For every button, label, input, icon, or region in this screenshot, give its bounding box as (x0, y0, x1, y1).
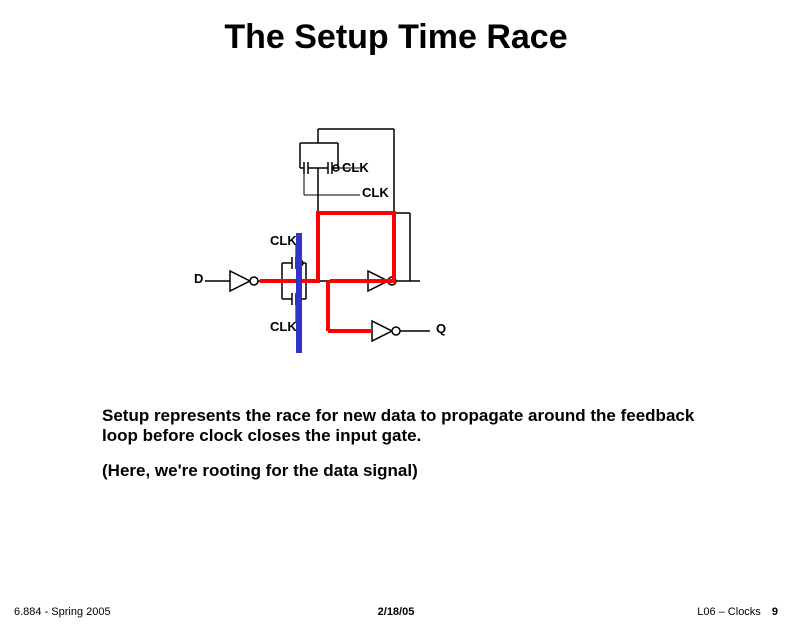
label-clk-left-top: CLK (270, 233, 297, 248)
footer-page: 9 (772, 606, 778, 618)
flipflop-diagram: D Q CLK CLK CLK CLK (200, 113, 560, 373)
footer-right-label: L06 – Clocks (697, 606, 761, 618)
label-clk-top-n: CLK (362, 185, 389, 200)
footer-right: L06 – Clocks 9 (697, 606, 778, 618)
label-clk-left-bot: CLK (270, 319, 297, 334)
label-clk-top-p: CLK (342, 160, 369, 175)
footer-center: 2/18/05 (0, 606, 792, 618)
slide-title: The Setup Time Race (0, 18, 792, 57)
body-text: Setup represents the race for new data t… (102, 406, 722, 495)
label-d: D (194, 271, 203, 286)
body-p1: Setup represents the race for new data t… (102, 406, 722, 447)
body-p2: (Here, we're rooting for the data signal… (102, 461, 722, 481)
label-q: Q (436, 321, 446, 336)
